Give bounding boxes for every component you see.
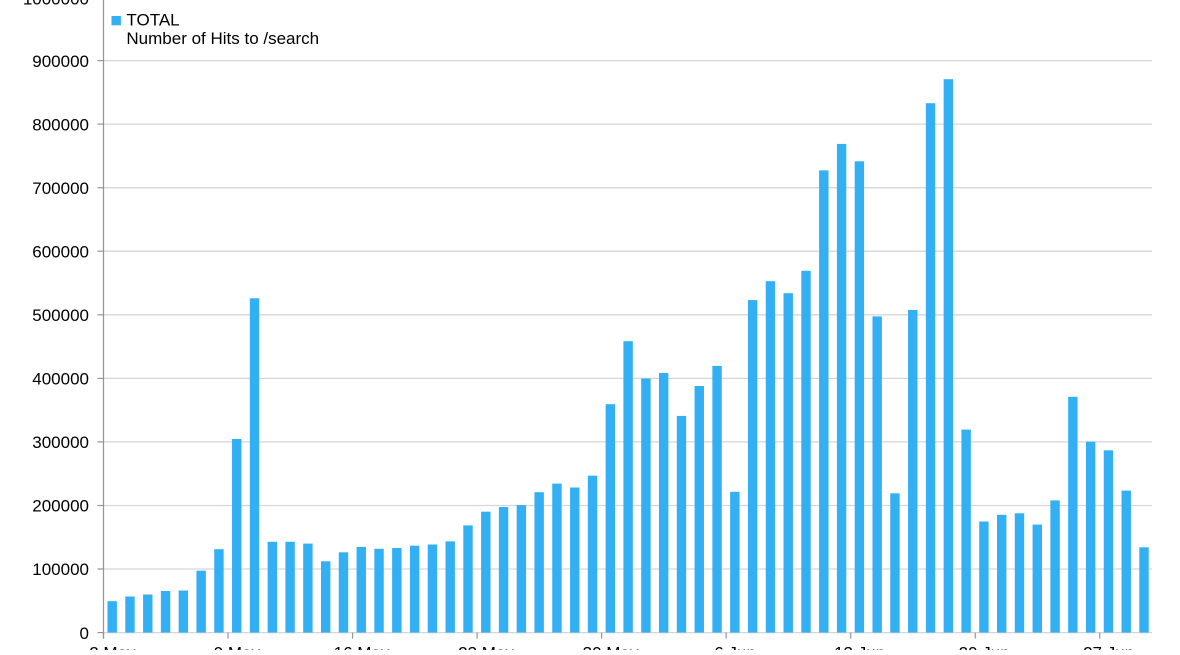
- svg-text:16 May: 16 May: [334, 643, 390, 650]
- svg-text:1000000: 1000000: [23, 0, 89, 8]
- svg-text:800000: 800000: [32, 115, 89, 134]
- svg-text:Number of Hits to /search: Number of Hits to /search: [126, 29, 319, 48]
- svg-text:23 May: 23 May: [458, 643, 514, 650]
- svg-text:100000: 100000: [32, 560, 89, 579]
- svg-text:6 Jun: 6 Jun: [714, 643, 756, 650]
- svg-text:300000: 300000: [32, 433, 89, 452]
- svg-text:27 Jun: 27 Jun: [1083, 643, 1134, 650]
- svg-text:700000: 700000: [32, 179, 89, 198]
- svg-text:20 Jun: 20 Jun: [959, 643, 1010, 650]
- svg-text:200000: 200000: [32, 497, 89, 516]
- svg-text:500000: 500000: [32, 306, 89, 325]
- svg-text:13 Jun: 13 Jun: [834, 643, 885, 650]
- svg-text:2 May: 2 May: [89, 643, 136, 650]
- svg-text:30 May: 30 May: [583, 643, 639, 650]
- svg-text:600000: 600000: [32, 242, 89, 261]
- svg-text:0: 0: [80, 624, 89, 643]
- svg-text:TOTAL: TOTAL: [126, 11, 179, 30]
- svg-text:400000: 400000: [32, 370, 89, 389]
- svg-text:900000: 900000: [32, 52, 89, 71]
- svg-text:9 May: 9 May: [214, 643, 261, 650]
